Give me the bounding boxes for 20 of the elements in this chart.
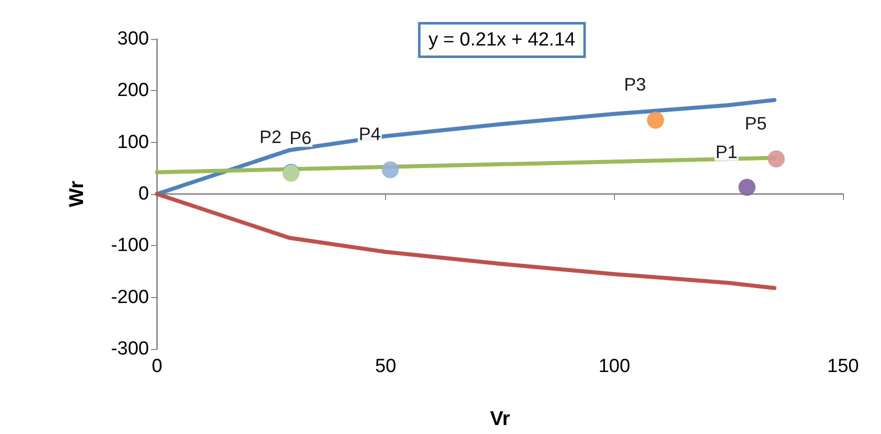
x-axis-title: Vr [490,408,510,430]
y-tick-label: 0 [138,184,149,204]
y-axis-title: Wr [66,180,88,208]
series-label: P1 [715,142,738,162]
annotation: y = 0.21x + 42.14 [428,30,576,50]
series-label: P4 [358,124,381,144]
series-label: P6 [290,128,312,148]
y-tick-label: -200 [110,286,149,308]
x-tick-label: 0 [152,356,162,377]
y-tick-label: -100 [110,235,149,256]
x-tick-label: 100 [598,356,630,377]
y-tick-label: 200 [117,80,149,102]
series-label: P2 [260,126,282,147]
x-tick-label: 50 [375,356,396,377]
y-tick-label: 300 [117,28,149,50]
x-tick-label: 150 [827,356,859,377]
y-tick-label: -300 [110,338,149,360]
series-label: P5 [744,113,767,134]
y-tick-label: 100 [117,132,149,153]
series-label: P3 [624,74,646,95]
